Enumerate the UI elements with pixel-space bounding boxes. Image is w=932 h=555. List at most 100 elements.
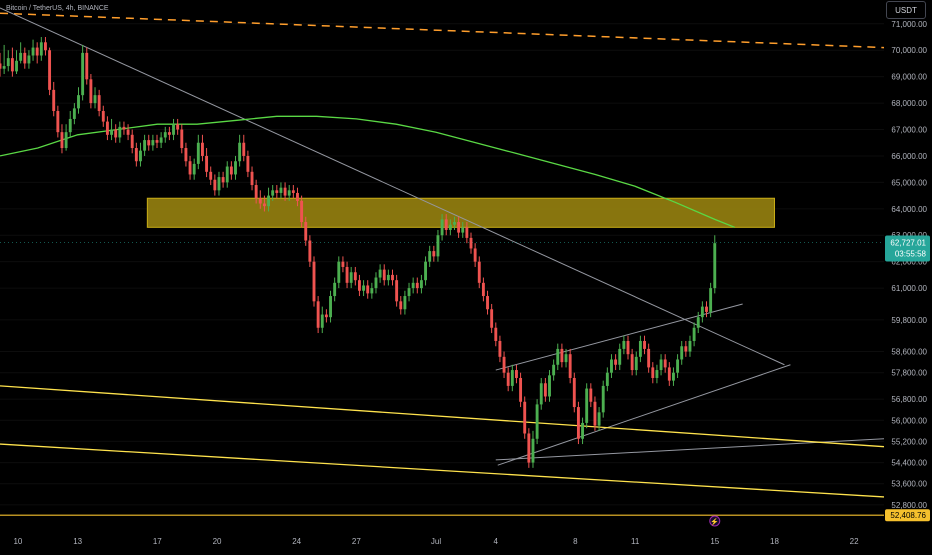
candle[interactable] <box>667 362 671 386</box>
candle[interactable] <box>151 134 155 151</box>
candle[interactable] <box>126 124 130 141</box>
candle[interactable] <box>643 335 646 355</box>
candle[interactable] <box>519 372 523 408</box>
candle[interactable] <box>366 280 370 299</box>
candle[interactable] <box>267 187 270 212</box>
candle[interactable] <box>312 256 316 307</box>
candle[interactable] <box>527 428 531 468</box>
candle[interactable] <box>345 261 349 289</box>
candle[interactable] <box>440 214 444 241</box>
candle[interactable] <box>548 370 551 402</box>
candle[interactable] <box>453 216 456 230</box>
candle[interactable] <box>432 245 436 262</box>
candle[interactable] <box>386 269 390 286</box>
channel-lower-line[interactable] <box>0 443 885 498</box>
candle[interactable] <box>262 195 266 212</box>
candle[interactable] <box>122 121 126 135</box>
candle[interactable] <box>576 401 580 445</box>
candle[interactable] <box>419 274 423 294</box>
candle[interactable] <box>709 282 713 318</box>
candle[interactable] <box>308 235 312 267</box>
candle[interactable] <box>477 256 481 289</box>
candle[interactable] <box>560 343 564 368</box>
candle[interactable] <box>713 235 717 294</box>
candle[interactable] <box>705 301 708 318</box>
candle[interactable] <box>486 290 489 315</box>
candle[interactable] <box>502 351 506 378</box>
candle[interactable] <box>415 277 419 294</box>
resistance-zone[interactable] <box>146 197 775 228</box>
candle[interactable] <box>93 87 97 109</box>
candle[interactable] <box>77 87 80 114</box>
candle[interactable] <box>172 118 175 141</box>
candle[interactable] <box>89 74 93 109</box>
candle[interactable] <box>114 124 118 143</box>
candle[interactable] <box>436 229 440 262</box>
candle[interactable] <box>651 362 655 384</box>
candle[interactable] <box>634 351 638 376</box>
candle[interactable] <box>246 150 250 178</box>
candle[interactable] <box>349 266 353 289</box>
lightning-event-icon[interactable] <box>709 515 721 527</box>
candle[interactable] <box>329 290 332 323</box>
candle[interactable] <box>353 266 357 286</box>
candle[interactable] <box>48 47 52 96</box>
candle[interactable] <box>163 126 167 143</box>
candle[interactable] <box>72 103 76 125</box>
candle[interactable] <box>663 354 667 373</box>
candle[interactable] <box>692 322 696 347</box>
candle[interactable] <box>85 47 89 85</box>
candle[interactable] <box>143 134 147 156</box>
candle[interactable] <box>626 335 630 360</box>
candle[interactable] <box>39 37 43 61</box>
candle[interactable] <box>275 185 279 199</box>
candle[interactable] <box>159 132 163 149</box>
candle[interactable] <box>176 118 180 135</box>
candle[interactable] <box>622 335 626 355</box>
candle[interactable] <box>473 243 477 267</box>
candle[interactable] <box>448 219 452 236</box>
candle[interactable] <box>399 296 403 315</box>
candle[interactable] <box>506 367 510 392</box>
wedge-lower-line[interactable] <box>497 364 791 466</box>
candle[interactable] <box>44 37 47 56</box>
candle[interactable] <box>461 222 465 238</box>
candle[interactable] <box>510 364 514 392</box>
candle[interactable] <box>490 303 494 334</box>
candle[interactable] <box>2 44 6 75</box>
channel-upper-line[interactable] <box>0 385 885 448</box>
candle[interactable] <box>6 50 10 72</box>
candle[interactable] <box>341 256 345 273</box>
candle[interactable] <box>213 174 217 196</box>
candle[interactable] <box>0 52 2 77</box>
candle[interactable] <box>407 282 411 302</box>
candle[interactable] <box>10 47 14 77</box>
candle[interactable] <box>684 340 688 357</box>
descending-trendline[interactable] <box>0 7 785 366</box>
candle[interactable] <box>192 158 196 180</box>
candle[interactable] <box>15 50 18 75</box>
candle[interactable] <box>258 190 262 209</box>
candle[interactable] <box>630 348 634 376</box>
candle[interactable] <box>304 216 308 246</box>
candle[interactable] <box>316 296 320 334</box>
candle[interactable] <box>535 399 539 445</box>
candle[interactable] <box>324 309 328 323</box>
candle[interactable] <box>23 47 27 69</box>
candle[interactable] <box>300 195 304 228</box>
candle[interactable] <box>291 185 295 199</box>
candle[interactable] <box>188 155 192 180</box>
candle[interactable] <box>457 216 461 238</box>
candle[interactable] <box>139 142 142 167</box>
candle[interactable] <box>31 39 35 61</box>
candle[interactable] <box>585 383 589 429</box>
candle[interactable] <box>180 124 184 154</box>
candle[interactable] <box>229 161 233 180</box>
candle[interactable] <box>556 343 560 371</box>
candle[interactable] <box>279 182 283 199</box>
candle[interactable] <box>647 343 651 373</box>
candle[interactable] <box>374 272 378 294</box>
candle[interactable] <box>97 89 101 117</box>
candle[interactable] <box>56 105 60 138</box>
